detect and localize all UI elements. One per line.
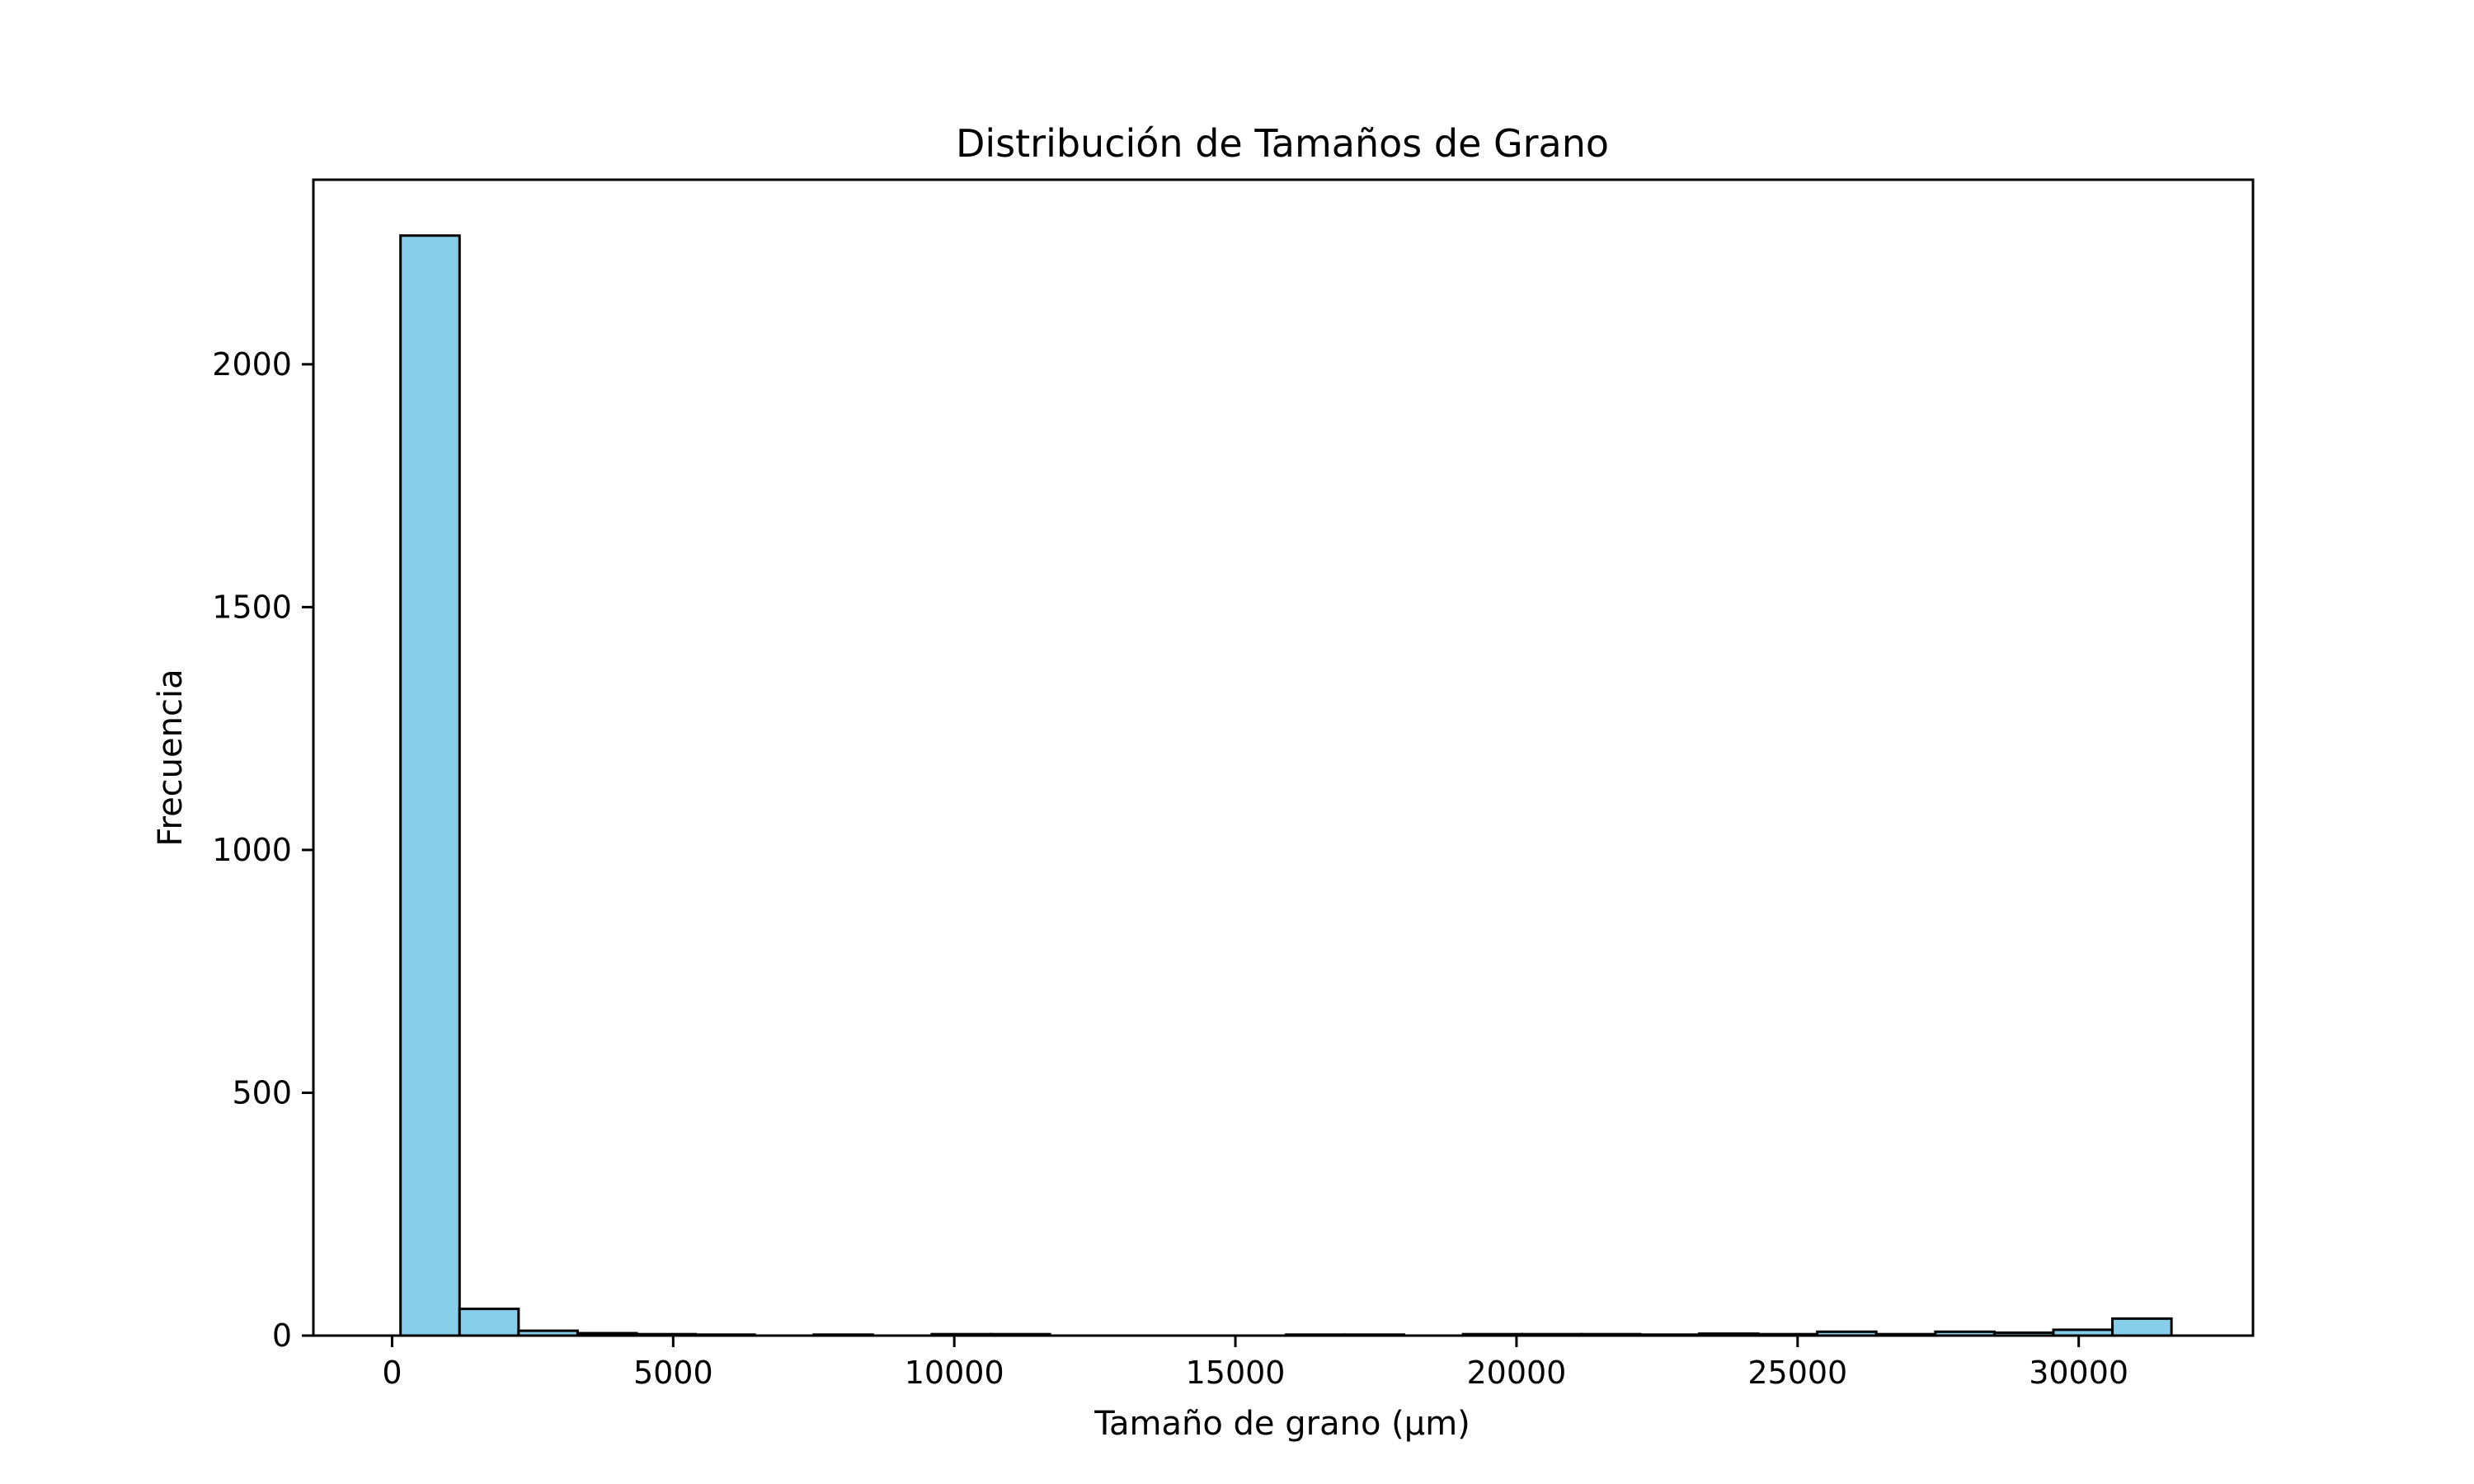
x-tick-label: 10000 [905,1355,1004,1391]
x-axis-ticks: 0 5000 10000 15000 20000 25000 30000 [382,1336,2128,1391]
y-axis-ticks: 0 500 1000 1500 2000 [212,346,313,1354]
bars-group [399,234,2173,1337]
y-tick-label: 0 [272,1317,292,1354]
y-tick-label: 2000 [212,346,292,383]
y-tick-label: 1000 [212,832,292,868]
x-tick-label: 30000 [2029,1355,2128,1391]
histogram-bar [458,1308,520,1337]
y-tick-label: 500 [232,1074,292,1111]
x-tick-label: 15000 [1186,1355,1286,1391]
x-axis-label: Tamaño de grano (µm) [1094,1405,1470,1443]
x-tick-label: 5000 [633,1355,713,1391]
chart-title: Distribución de Tamaños de Grano [956,121,1609,166]
x-tick-label: 25000 [1747,1355,1847,1391]
y-tick-label: 1500 [212,589,292,625]
x-tick-label: 0 [382,1355,402,1391]
histogram-bar [399,234,461,1337]
plot-frame [312,178,2255,1337]
histogram-bar [2111,1317,2173,1337]
y-axis-label: Frecuencia [152,669,190,846]
x-tick-label: 20000 [1466,1355,1566,1391]
